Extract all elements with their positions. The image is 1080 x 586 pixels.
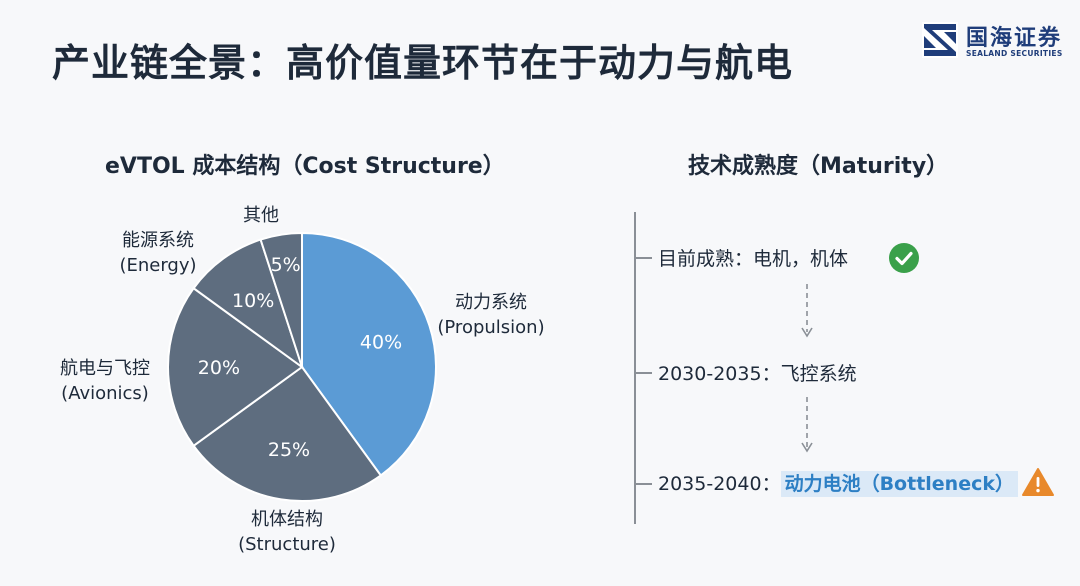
warning-icon	[1022, 468, 1054, 496]
pie-slice	[259, 231, 303, 368]
stage-current: 目前成熟：电机，机体	[658, 244, 848, 271]
cost-structure-pie-chart: 40% 动力系统 (Propulsion) 25% 机体结构 (Structure) 20%…	[60, 205, 545, 555]
pie-category-label: 动力系统	[455, 292, 527, 313]
pie-value-label: 25%	[268, 439, 310, 461]
pie-value-label: 40%	[360, 331, 402, 353]
logo-name-cn: 国海证券	[966, 26, 1063, 51]
pie-category-label: 其他	[243, 205, 279, 226]
stage-2030-text: 2030-2035：飞控系统	[658, 363, 857, 385]
timeline-axis	[634, 212, 636, 524]
check-icon	[889, 243, 919, 273]
stage-2035: 2035-2040： 动力电池（Bottleneck）	[658, 469, 1018, 497]
pie-slice	[192, 365, 383, 502]
pie-category-label-en: (Avionics)	[61, 383, 149, 404]
arrow-down-icon	[801, 397, 813, 453]
pie-slice	[167, 286, 304, 448]
pie-category-label: 机体结构	[251, 509, 323, 530]
stage-current-text: 目前成熟：电机，机体	[658, 248, 849, 270]
timeline-tick	[634, 483, 652, 485]
chart-title: eVTOL 成本结构（Cost Structure）	[105, 154, 505, 179]
stage-2035-text: 2035-2040：	[658, 473, 781, 495]
sealand-logo-icon	[922, 22, 958, 58]
page-title: 产业链全景：高价值量环节在于动力与航电	[52, 41, 794, 85]
stage-2030: 2030-2035：飞控系统	[658, 359, 857, 386]
timeline-tick	[634, 257, 652, 259]
pie-slice	[301, 231, 437, 477]
logo-name-en: SEALAND SECURITIES	[966, 49, 1063, 58]
pie-slice	[192, 238, 304, 370]
bottleneck-highlight: 动力电池（Bottleneck）	[780, 471, 1018, 497]
maturity-title: 技术成熟度（Maturity）	[688, 154, 949, 179]
pie-category-label: 能源系统	[122, 230, 194, 251]
pie-value-label: 20%	[198, 357, 240, 379]
pie-category-label-en: (Energy)	[119, 255, 196, 276]
pie-category-label-en: (Structure)	[238, 534, 336, 555]
timeline-tick	[634, 372, 652, 374]
pie-category-label: 航电与飞控	[60, 358, 150, 379]
pie-category-label-en: (Propulsion)	[437, 317, 544, 338]
pie-value-label: 10%	[232, 290, 274, 312]
company-logo: 国海证券 SEALAND SECURITIES	[922, 20, 1072, 64]
arrow-down-icon	[801, 284, 813, 338]
pie-value-label: 5%	[271, 254, 301, 276]
